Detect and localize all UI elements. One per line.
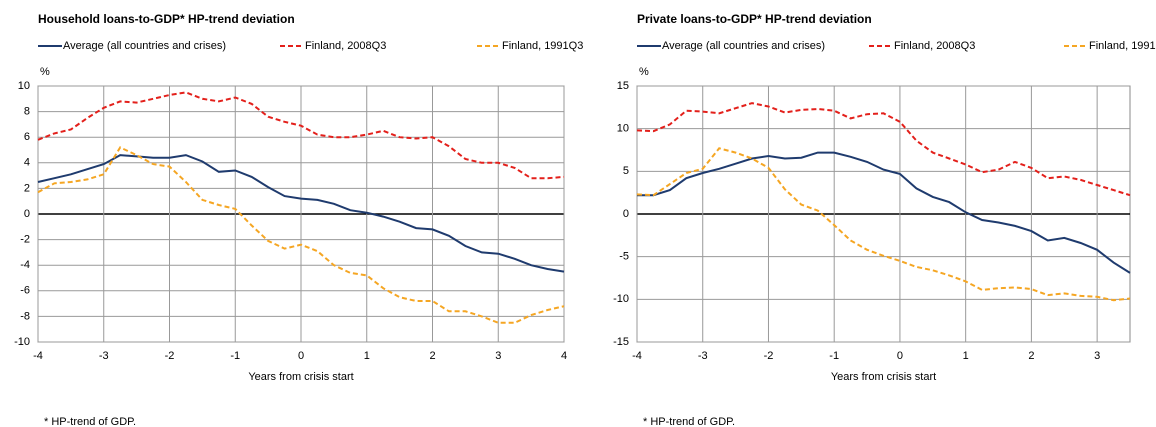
y-unit: % bbox=[40, 66, 50, 78]
x-axis-label: Years from crisis start bbox=[248, 371, 353, 383]
series-line bbox=[637, 151, 1131, 274]
series-line bbox=[636, 102, 1131, 197]
y-tick-label: -10 bbox=[14, 336, 30, 348]
x-tick-label: 4 bbox=[561, 350, 567, 362]
x-tick-label: -1 bbox=[230, 350, 240, 362]
legend-label: Finland, 1991Q3 bbox=[1089, 40, 1156, 52]
y-tick-label: -4 bbox=[20, 259, 30, 271]
y-tick-label: -6 bbox=[20, 285, 30, 297]
x-tick-label: 0 bbox=[298, 350, 304, 362]
legend-label: Finland, 2008Q3 bbox=[305, 40, 386, 52]
x-tick-label: -2 bbox=[764, 350, 774, 362]
y-tick-label: 10 bbox=[617, 123, 629, 135]
x-tick-label: -1 bbox=[829, 350, 839, 362]
series-line bbox=[37, 91, 565, 180]
x-tick-label: 0 bbox=[897, 350, 903, 362]
x-tick-label: 2 bbox=[429, 350, 435, 362]
legend-label: Finland, 1991Q3 bbox=[502, 40, 583, 52]
y-tick-label: -15 bbox=[613, 336, 629, 348]
y-tick-label: 4 bbox=[24, 157, 30, 169]
x-tick-label: 3 bbox=[1094, 350, 1100, 362]
footnote: * HP-trend of GDP. bbox=[44, 416, 136, 427]
x-tick-label: 3 bbox=[495, 350, 501, 362]
x-tick-label: 1 bbox=[963, 350, 969, 362]
y-tick-label: 0 bbox=[623, 208, 629, 220]
y-tick-label: 2 bbox=[24, 182, 30, 194]
y-tick-label: 6 bbox=[24, 131, 30, 143]
x-tick-label: 2 bbox=[1028, 350, 1034, 362]
x-tick-label: -3 bbox=[698, 350, 708, 362]
x-tick-label: -4 bbox=[33, 350, 43, 362]
footnote: * HP-trend of GDP. bbox=[643, 416, 735, 427]
x-tick-label: 1 bbox=[364, 350, 370, 362]
series-line bbox=[636, 147, 1131, 302]
y-tick-label: 8 bbox=[24, 106, 30, 118]
chart-title: Private loans-to-GDP* HP-trend deviation bbox=[637, 12, 872, 26]
y-tick-label: -10 bbox=[613, 293, 629, 305]
y-tick-label: -5 bbox=[619, 251, 629, 263]
series-line bbox=[37, 154, 565, 273]
y-tick-label: -2 bbox=[20, 234, 30, 246]
x-tick-label: -4 bbox=[632, 350, 642, 362]
y-tick-label: 0 bbox=[24, 208, 30, 220]
y-tick-label: 5 bbox=[623, 165, 629, 177]
y-tick-label: 10 bbox=[18, 80, 30, 92]
y-tick-label: 15 bbox=[617, 80, 629, 92]
x-axis-label: Years from crisis start bbox=[831, 371, 936, 383]
legend-label: Finland, 2008Q3 bbox=[894, 40, 975, 52]
x-tick-label: -2 bbox=[165, 350, 175, 362]
chart-title: Household loans-to-GDP* HP-trend deviati… bbox=[38, 12, 295, 26]
series-line bbox=[37, 146, 565, 324]
legend-label: Average (all countries and crises) bbox=[63, 40, 226, 52]
legend-label: Average (all countries and crises) bbox=[662, 40, 825, 52]
y-tick-label: -8 bbox=[20, 310, 30, 322]
y-unit: % bbox=[639, 66, 649, 78]
x-tick-label: -3 bbox=[99, 350, 109, 362]
